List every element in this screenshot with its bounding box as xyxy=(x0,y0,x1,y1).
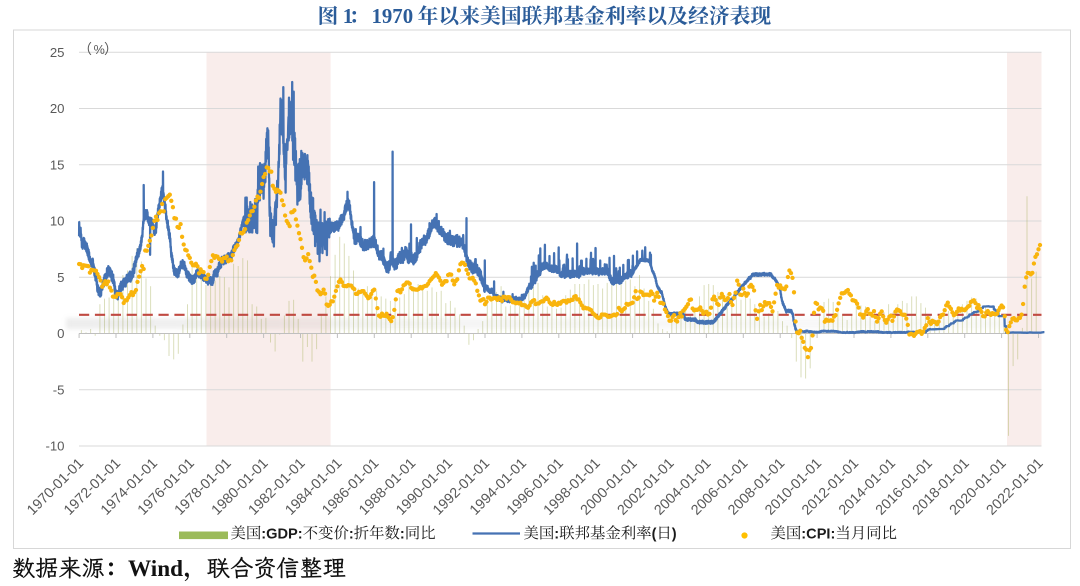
svg-text::: : xyxy=(349,526,354,542)
svg-text:15: 15 xyxy=(50,157,65,172)
svg-text:0: 0 xyxy=(57,326,64,341)
svg-text:25: 25 xyxy=(50,45,65,60)
svg-text:10: 10 xyxy=(50,214,65,229)
svg-text::: : xyxy=(400,526,405,542)
svg-text::: : xyxy=(554,526,559,542)
svg-text::CPI:: :CPI: xyxy=(801,526,835,542)
svg-text:Wind: Wind xyxy=(128,556,183,582)
svg-text:-10: -10 xyxy=(45,439,64,454)
svg-text:5: 5 xyxy=(57,270,64,285)
svg-text:): ) xyxy=(672,526,677,542)
svg-text:(: ( xyxy=(652,526,657,542)
svg-text::GDP:: :GDP: xyxy=(261,526,302,542)
svg-text:20: 20 xyxy=(50,101,65,116)
svg-text:%: % xyxy=(94,43,105,57)
svg-text:1: 1 xyxy=(343,5,353,28)
svg-text:-5: -5 xyxy=(53,382,65,397)
svg-text:1970: 1970 xyxy=(372,5,414,28)
